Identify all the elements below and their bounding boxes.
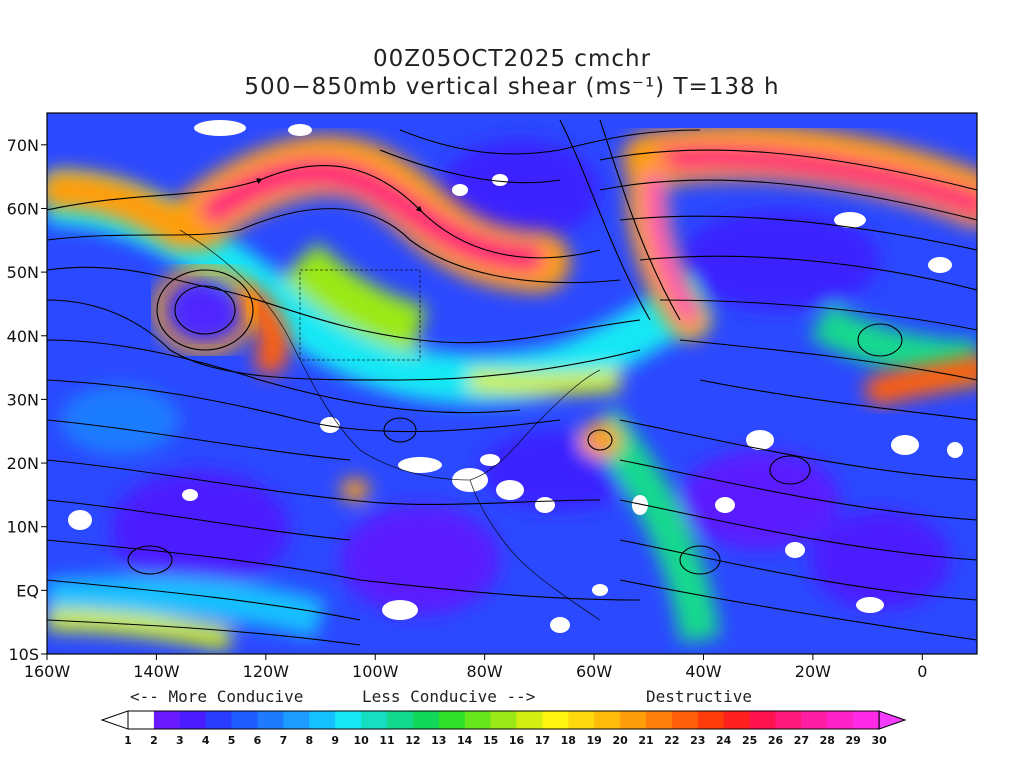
lon-label: 80W xyxy=(467,662,503,681)
colorbar-level-label: 27 xyxy=(794,734,809,747)
colorbar-swatch xyxy=(179,711,207,729)
chart-subtitle: 500−850mb vertical shear (ms⁻¹) T=138 h xyxy=(244,74,780,100)
chart-title: 00Z05OCT2025 cmchr xyxy=(372,46,652,72)
lon-label: 20W xyxy=(795,662,831,681)
colorbar-swatch xyxy=(283,711,310,729)
streamlines xyxy=(47,119,977,646)
color-scale-bar xyxy=(100,710,907,730)
colorbar-level-label: 24 xyxy=(716,734,732,747)
colorbar-swatch xyxy=(464,711,492,729)
colorbar-level-label: 28 xyxy=(820,734,835,747)
colorbar-level-label: 10 xyxy=(353,734,369,747)
lon-label: 160W xyxy=(24,662,71,681)
colorbar-swatch xyxy=(542,711,569,729)
colorbar-swatch xyxy=(775,711,802,729)
colorbar-level-label: 15 xyxy=(483,734,498,747)
map-frame xyxy=(46,112,978,655)
colorbar-level-label: 26 xyxy=(768,734,784,747)
colorbar-swatch xyxy=(697,711,725,729)
colorbar-swatch xyxy=(412,711,440,729)
colorbar-level-label: 16 xyxy=(509,734,525,747)
colorbar-swatch xyxy=(594,711,621,729)
colorbar-swatch xyxy=(205,711,233,729)
colorbar-level-label: 23 xyxy=(690,734,705,747)
lat-label: 50N xyxy=(7,263,39,282)
more-conducive-label: <-- More Conducive xyxy=(130,687,303,706)
colorbar-swatch xyxy=(516,711,543,729)
color-scale-labels: 1 2 3 4 5 6 7 8 9 10 11 12 13 14 15 16 17 18 19 20 21 22 23 24 2… xyxy=(124,734,887,747)
lat-label: 40N xyxy=(7,327,39,346)
colorbar-swatch xyxy=(723,711,751,729)
colorbar-level-label: 4 xyxy=(202,734,210,747)
colorbar-swatch xyxy=(620,711,647,729)
colorbar-swatch xyxy=(853,711,880,729)
colorbar-left-arrow xyxy=(100,710,129,730)
colorbar-swatch xyxy=(671,711,699,729)
lat-label: 30N xyxy=(7,390,39,409)
lat-label: 60N xyxy=(7,199,39,218)
colorbar-level-label: 8 xyxy=(305,734,313,747)
destructive-label: Destructive xyxy=(646,687,752,706)
colorbar-level-label: 29 xyxy=(846,734,861,747)
lon-label: 140W xyxy=(133,662,180,681)
colorbar-level-label: 3 xyxy=(176,734,184,747)
lon-label: 120W xyxy=(243,662,290,681)
lon-label: 0 xyxy=(917,662,927,681)
colorbar-swatch xyxy=(646,711,673,729)
colorbar-swatch xyxy=(335,711,362,729)
colorbar-level-label: 2 xyxy=(150,734,158,747)
colorbar-level-label: 30 xyxy=(871,734,887,747)
colorbar-level-label: 13 xyxy=(431,734,446,747)
lat-label: 70N xyxy=(7,136,39,155)
colorbar-level-label: 25 xyxy=(742,734,757,747)
colorbar-right-arrow xyxy=(878,710,907,730)
shear-field xyxy=(47,113,977,654)
colorbar-level-label: 5 xyxy=(228,734,236,747)
colorbar-level-label: 14 xyxy=(457,734,473,747)
colorbar-swatch xyxy=(801,711,828,729)
colorbar-level-label: 19 xyxy=(587,734,602,747)
less-conducive-label: Less Conducive --> xyxy=(362,687,535,706)
coastlines xyxy=(179,229,601,621)
lat-label: 10N xyxy=(7,518,39,537)
colorbar-swatch xyxy=(827,711,854,729)
colorbar-swatch xyxy=(153,711,181,729)
colorbar-swatch xyxy=(568,711,595,729)
lon-label: 60W xyxy=(576,662,612,681)
colorbar-level-label: 20 xyxy=(612,734,628,747)
colorbar-level-label: 11 xyxy=(379,734,394,747)
latitude-axis: 70N 60N 50N 40N 30N 20N 10N EQ 10S xyxy=(7,136,47,664)
colorbar-swatch xyxy=(128,711,155,729)
colorbar-swatch xyxy=(490,711,517,729)
lon-label: 40W xyxy=(685,662,721,681)
colorbar-frame xyxy=(127,710,880,730)
lat-label: EQ xyxy=(16,581,39,600)
colorbar-level-label: 17 xyxy=(535,734,550,747)
colorbar-swatch xyxy=(231,711,258,729)
colorbar-level-label: 6 xyxy=(254,734,262,747)
lon-label: 100W xyxy=(352,662,399,681)
longitude-axis: 160W 140W 120W 100W 80W 60W 40W 20W 0 xyxy=(24,654,927,681)
colorbar-swatch xyxy=(438,711,466,729)
colorbar-level-label: 7 xyxy=(280,734,288,747)
colorbar-level-label: 1 xyxy=(124,734,132,747)
lat-label: 20N xyxy=(7,454,39,473)
colorbar-level-label: 22 xyxy=(664,734,679,747)
colorbar-level-label: 21 xyxy=(638,734,653,747)
colorbar-swatch xyxy=(749,711,776,729)
colorbar-swatch xyxy=(387,711,414,729)
colorbar-level-label: 9 xyxy=(331,734,339,747)
colorbar-swatch xyxy=(257,711,284,729)
lat-label: 10S xyxy=(8,645,39,664)
colorbar-swatch xyxy=(361,711,388,729)
colorbar-level-label: 12 xyxy=(405,734,420,747)
colorbar-swatch xyxy=(309,711,336,729)
colorbar-level-label: 18 xyxy=(561,734,576,747)
